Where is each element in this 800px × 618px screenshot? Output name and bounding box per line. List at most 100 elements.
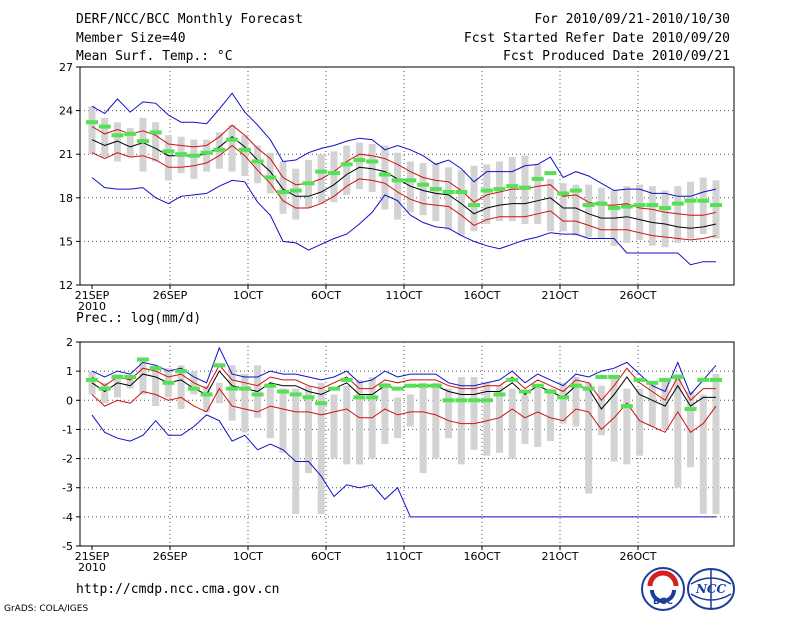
temp-forecast-mark — [391, 178, 404, 183]
prec-spread-box — [394, 397, 402, 439]
prec-forecast-mark — [226, 386, 239, 391]
temp-spread-box — [457, 170, 465, 236]
prec-forecast-mark — [671, 374, 684, 379]
temp-forecast-mark — [187, 153, 200, 158]
temp-forecast-mark — [289, 188, 302, 193]
temp-frame — [79, 66, 735, 286]
temp-spread-box — [113, 122, 121, 162]
prec-forecast-mark — [531, 383, 544, 388]
temp-forecast-mark — [442, 189, 455, 194]
temp-forecast-mark — [340, 162, 353, 167]
temp-forecast-mark — [213, 147, 226, 152]
temp-ytick-label: 18 — [59, 192, 73, 205]
prec-forecast-mark — [366, 395, 379, 400]
temp-forecast-mark — [710, 203, 722, 208]
prec-spread-box — [177, 365, 185, 410]
temp-forecast-mark — [136, 139, 149, 144]
prec-forecast-mark — [162, 380, 175, 385]
temp-spread-box — [381, 145, 389, 210]
prec-spread-box — [470, 376, 478, 450]
prec-forecast-mark — [480, 398, 493, 403]
temp-forecast-mark — [200, 150, 213, 155]
prec-spread-box — [687, 391, 695, 468]
prec-spread-box — [432, 382, 440, 459]
prec-ytick-label: 0 — [66, 394, 73, 407]
temp-forecast-mark — [595, 201, 608, 206]
prec-line-lower_outer — [91, 414, 716, 518]
temp-spread-box — [355, 142, 363, 190]
prec-forecast-mark — [289, 392, 302, 397]
prec-forecast-mark — [404, 383, 417, 388]
temp-spread-box — [445, 167, 453, 230]
temp-forecast-mark — [455, 189, 468, 194]
temp-xtick-label: 16OCT — [463, 289, 500, 302]
temp-ytick-label: 27 — [59, 61, 73, 74]
temp-spread-box — [419, 162, 427, 216]
prec-ytick-label: -5 — [62, 540, 73, 553]
prec-spread-box — [152, 365, 160, 407]
temp-forecast-mark — [327, 171, 340, 176]
prec-forecast-mark — [659, 377, 672, 382]
temp-forecast-mark — [315, 169, 328, 174]
temp-ytick-label: 21 — [59, 148, 73, 161]
prec-forecast-mark — [238, 386, 251, 391]
prec-forecast-mark — [493, 392, 506, 397]
prec-forecast-mark — [595, 374, 608, 379]
temp-forecast-mark — [608, 205, 621, 210]
temp-forecast-mark — [506, 184, 519, 189]
fcst-start-date: Fcst Started Refer Date 2010/09/20 — [463, 31, 730, 46]
temp-spread-box — [330, 151, 338, 203]
prec-spread-box — [101, 382, 109, 404]
temp-spread-box — [190, 139, 198, 179]
temp-spread-box — [521, 155, 529, 224]
prec-spread-box — [406, 394, 414, 427]
prec-forecast-mark — [518, 389, 531, 394]
prec-spread-box — [381, 382, 389, 444]
prec-forecast-mark — [429, 383, 442, 388]
prec-forecast-mark — [187, 386, 200, 391]
prec-forecast-mark — [315, 401, 328, 406]
prec-spread-box — [483, 382, 491, 456]
temp-forecast-mark — [353, 158, 366, 163]
temp-ytick-label: 24 — [59, 105, 73, 118]
prec-forecast-mark — [353, 395, 366, 400]
temp-forecast-mark — [557, 191, 570, 196]
prec-forecast-mark — [569, 383, 582, 388]
temp-spread-box — [228, 125, 236, 172]
temp-forecast-mark — [111, 133, 124, 138]
prec-spread-box — [636, 388, 644, 456]
prec-spread-box — [661, 379, 669, 430]
temp-line-lower_outer — [91, 177, 716, 266]
prec-forecast-mark — [251, 392, 264, 397]
prec-forecast-mark — [557, 395, 570, 400]
forecast-period: For 2010/09/21-2010/10/30 — [534, 12, 730, 27]
temp-forecast-mark — [544, 171, 557, 176]
prec-spread-box — [572, 376, 580, 427]
prec-forecast-mark — [455, 398, 468, 403]
prec-spread-box — [559, 382, 567, 424]
prec-forecast-mark — [378, 383, 391, 388]
prec-forecast-mark — [684, 407, 697, 412]
footer-url[interactable]: http://cmdp.ncc.cma.gov.cn — [76, 582, 280, 597]
temp-forecast-mark — [697, 198, 710, 203]
prec-spread-box — [215, 382, 223, 404]
temp-forecast-mark — [98, 124, 111, 129]
temp-spread-box — [254, 145, 262, 184]
grads-credit: GrADS: COLA/IGES — [4, 604, 89, 614]
prec-xtick-label: 26SEP — [153, 550, 188, 563]
prec-forecast-mark — [582, 386, 595, 391]
prec-forecast-mark — [302, 395, 315, 400]
temp-line-upper_inner — [91, 124, 717, 216]
prec-spread-box — [712, 374, 720, 514]
prec-spread-box — [228, 365, 236, 421]
prec-forecast-mark — [710, 377, 722, 382]
temp-forecast-mark — [175, 152, 188, 157]
prec-line-upper_inner — [91, 364, 716, 402]
ncc-logo-icon: NCC — [687, 568, 735, 610]
temp-spread-box — [394, 152, 402, 220]
prec-forecast-mark — [646, 380, 659, 385]
temp-forecast-mark — [480, 188, 493, 193]
prec-forecast-mark — [136, 357, 149, 362]
temp-forecast-mark — [468, 203, 481, 208]
